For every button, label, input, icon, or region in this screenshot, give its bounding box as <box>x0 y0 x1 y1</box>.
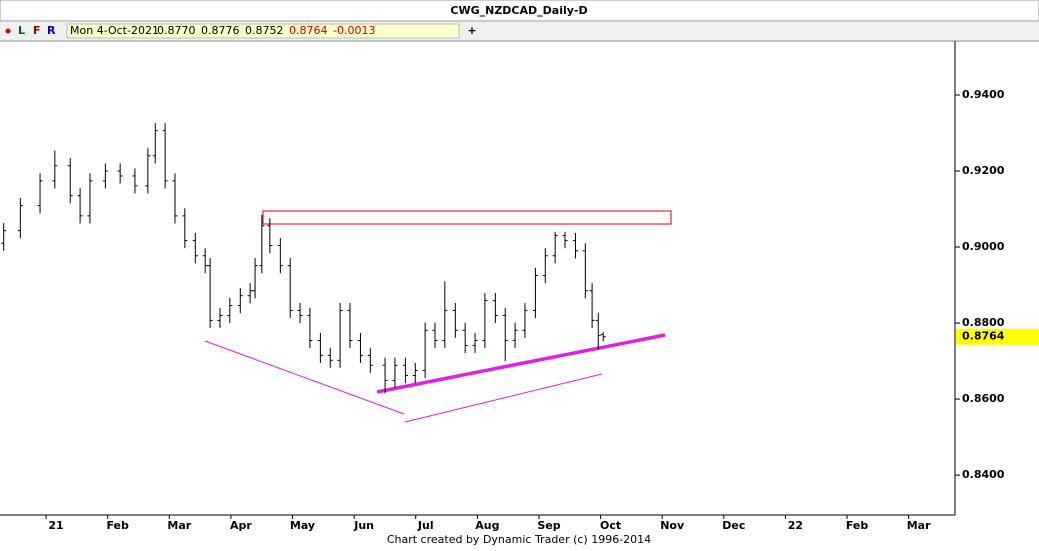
y-tick-label: 0.9200 <box>962 164 1005 177</box>
x-tick-label: 21 <box>48 519 63 532</box>
x-tick-label: Nov <box>660 519 685 532</box>
status-dot <box>5 28 11 34</box>
last-price-tag <box>956 328 1039 345</box>
toolbar-button[interactable]: F <box>33 24 41 37</box>
toolbar-button[interactable]: L <box>18 24 25 37</box>
add-button[interactable]: + <box>467 24 476 37</box>
trendline <box>376 333 666 394</box>
x-tick-label: Oct <box>600 519 621 532</box>
x-tick-label: Jul <box>417 519 434 532</box>
last-price-label: 0.8764 <box>962 330 1005 343</box>
x-tick-label: Mar <box>907 519 931 532</box>
info-low: 0.8752 <box>245 24 284 37</box>
x-tick-label: 22 <box>788 519 803 532</box>
y-tick-label: 0.8600 <box>962 392 1005 405</box>
info-close: 0.8764 <box>289 24 328 37</box>
footer: Chart created by Dynamic Trader (c) 1996… <box>387 533 651 546</box>
title-bar <box>0 0 1039 22</box>
chart-title: CWG_NZDCAD_Daily-D <box>450 4 587 17</box>
trendline <box>404 373 603 423</box>
toolbar-button[interactable]: R <box>47 24 56 37</box>
info-open: 0.8770 <box>157 24 196 37</box>
x-tick-label: Aug <box>475 519 499 532</box>
x-tick-label: Sep <box>537 519 560 532</box>
x-tick-label: Apr <box>230 519 252 532</box>
y-tick-label: 0.8800 <box>962 316 1005 329</box>
y-tick-label: 0.9400 <box>962 88 1005 101</box>
resistance-box <box>262 210 672 225</box>
x-tick-label: Dec <box>722 519 745 532</box>
info-change: -0.0013 <box>333 24 375 37</box>
info-box <box>66 23 460 39</box>
x-tick-label: Mar <box>167 519 191 532</box>
x-tick-label: Jun <box>353 519 374 532</box>
y-tick-label: 0.9000 <box>962 240 1005 253</box>
x-tick-label: May <box>290 519 315 532</box>
info-date: Mon 4-Oct-2021 <box>70 24 159 37</box>
x-tick-label: Feb <box>106 519 129 532</box>
x-tick-label: Feb <box>846 519 869 532</box>
trendline <box>204 340 405 415</box>
y-tick-label: 0.8400 <box>962 468 1005 481</box>
info-high: 0.8776 <box>201 24 240 37</box>
